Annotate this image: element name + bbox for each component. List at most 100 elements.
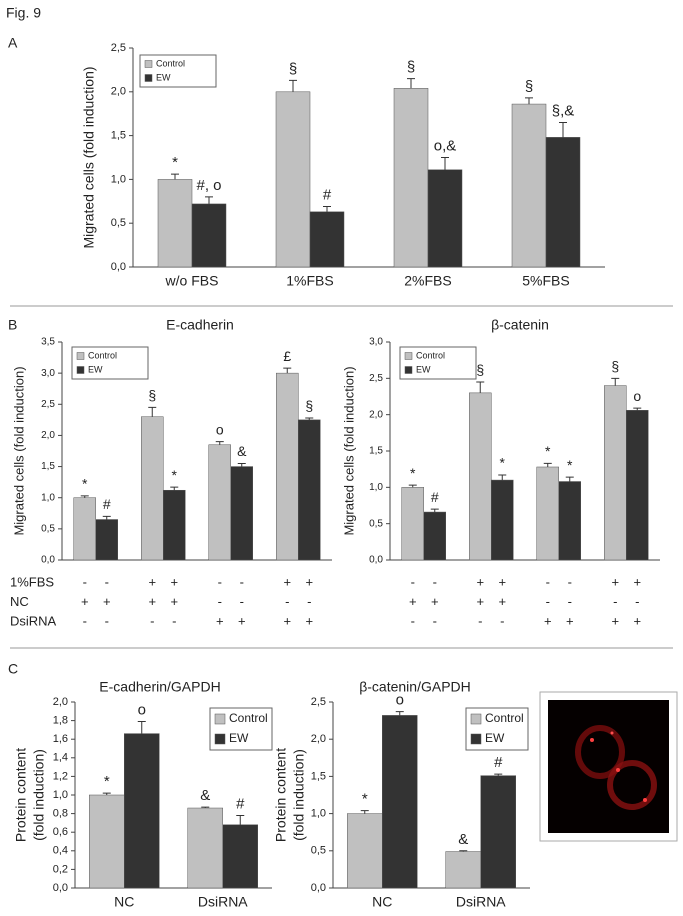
condition-mark: + <box>633 574 641 589</box>
condition-mark: + <box>476 574 484 589</box>
significance-label: £ <box>283 348 291 364</box>
condition-mark: + <box>148 594 156 609</box>
image <box>548 700 669 833</box>
condition-mark: + <box>633 613 641 628</box>
x-tick-label: 5%FBS <box>522 273 569 289</box>
condition-mark: + <box>283 574 291 589</box>
bar <box>275 91 311 268</box>
error-bar <box>408 484 417 488</box>
condition-mark: - <box>568 574 572 589</box>
significance-label: # <box>236 795 245 812</box>
condition-mark: - <box>83 574 87 589</box>
legend-label: Control <box>416 350 445 360</box>
y-tick-label: 2,0 <box>311 733 326 745</box>
y-tick-label: 1,5 <box>311 770 326 782</box>
cell <box>575 725 625 779</box>
y-tick-label: 2,5 <box>111 42 126 54</box>
chart-title: E-cadherin/GAPDH <box>99 679 220 695</box>
significance-label: & <box>200 787 210 804</box>
y-tick-label: 0,0 <box>369 555 383 566</box>
y-tick-label: 1,6 <box>53 733 68 745</box>
error-bar <box>305 417 314 420</box>
y-tick-label: 2,0 <box>111 86 126 98</box>
y-tick-label: 1,5 <box>41 461 55 472</box>
error-bar <box>102 515 111 520</box>
legend-label: EW <box>229 731 249 745</box>
condition-mark: - <box>172 613 176 628</box>
legend-box <box>71 346 149 380</box>
legend-label: EW <box>156 72 171 82</box>
y-tick-label: 0,0 <box>311 882 326 894</box>
significance-label: * <box>362 791 368 808</box>
condition-mark: + <box>238 613 246 628</box>
condition-mark: + <box>431 594 439 609</box>
condition-mark: - <box>285 594 289 609</box>
legend-label: EW <box>416 364 431 374</box>
y-tick-label: 0,0 <box>41 555 55 566</box>
significance-label: §,& <box>552 102 575 119</box>
x-tick-label: 1%FBS <box>286 273 333 289</box>
condition-mark: - <box>478 613 482 628</box>
error-bar <box>525 97 533 105</box>
condition-mark: - <box>240 594 244 609</box>
bar <box>187 807 223 889</box>
bar <box>604 385 627 561</box>
significance-label: * <box>545 443 551 459</box>
y-tick-label: 0,6 <box>53 826 68 838</box>
bar <box>347 813 383 889</box>
panel-label: B <box>8 317 17 333</box>
legend-label: Control <box>485 711 524 725</box>
spot <box>643 798 647 802</box>
bar <box>427 169 463 268</box>
condition-label: DsiRNA <box>10 613 57 628</box>
bar <box>95 519 118 561</box>
significance-label: & <box>458 831 468 848</box>
error-bar <box>559 121 567 138</box>
x-tick-label: 2%FBS <box>404 273 451 289</box>
error-bar <box>441 157 449 170</box>
condition-mark: + <box>283 613 291 628</box>
y-tick-label: 0,8 <box>53 808 68 820</box>
bar <box>73 497 96 561</box>
condition-mark: + <box>498 594 506 609</box>
spot <box>590 738 594 742</box>
bar <box>511 103 547 268</box>
error-bar <box>360 810 369 814</box>
error-bar <box>323 206 331 212</box>
x-tick-label: DsiRNA <box>198 894 248 910</box>
error-bar <box>237 462 246 467</box>
condition-mark: + <box>81 594 89 609</box>
error-bar <box>498 474 507 481</box>
condition-mark: - <box>433 574 437 589</box>
condition-mark: + <box>216 613 224 628</box>
y-tick-label: 0,0 <box>111 261 126 273</box>
y-tick-label: 0,4 <box>53 845 68 857</box>
error-bar <box>565 476 574 482</box>
bar <box>89 794 125 889</box>
legend-swatch <box>214 713 226 725</box>
panel-label: A <box>8 35 18 51</box>
condition-mark: + <box>170 574 178 589</box>
condition-mark: - <box>218 594 222 609</box>
bar <box>309 211 345 268</box>
y-axis-label: Migrated cells (fold induction) <box>341 366 356 535</box>
significance-label: o <box>396 692 404 709</box>
legend-label: Control <box>88 350 117 360</box>
condition-mark: - <box>568 594 572 609</box>
y-tick-label: 2,0 <box>53 696 68 708</box>
bar <box>298 419 321 561</box>
y-axis-label: (fold induction) <box>291 749 307 841</box>
y-tick-label: 1,2 <box>53 770 68 782</box>
significance-label: * <box>172 154 178 171</box>
significance-label: * <box>500 455 506 471</box>
significance-label: * <box>567 457 573 473</box>
x-tick-label: w/o FBS <box>165 273 219 289</box>
legend-swatch <box>404 366 413 374</box>
error-bar <box>476 381 485 393</box>
bar <box>393 88 429 268</box>
significance-label: # <box>494 754 503 771</box>
error-bar <box>395 711 404 716</box>
condition-mark: - <box>150 613 154 628</box>
bar <box>545 137 581 268</box>
error-bar <box>633 407 642 411</box>
